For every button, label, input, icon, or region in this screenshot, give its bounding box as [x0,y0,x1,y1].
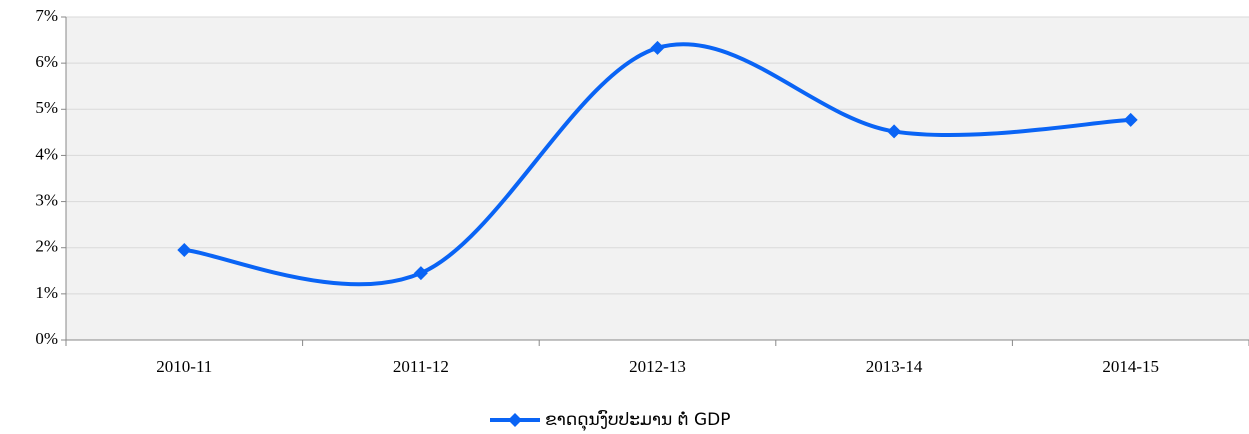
marker [177,243,192,258]
y-tick-label: 6% [35,52,58,71]
marker [413,266,428,281]
plot-area [66,17,1249,340]
marker [650,40,665,55]
y-tick-label: 2% [35,237,58,256]
legend-label: ຂາດດຸນງົບປະມານ ຕໍ່ GDP [545,408,730,432]
y-tick-label: 0% [35,329,58,348]
x-tick-label: 2010-11 [156,357,212,376]
y-tick-label: 4% [35,144,58,163]
y-tick-label: 7% [35,6,58,25]
legend-marker [508,413,522,427]
y-tick-label: 3% [35,190,58,209]
x-tick-label: 2012-13 [629,357,686,376]
x-tick-label: 2011-12 [393,357,449,376]
marker [887,124,902,139]
y-tick-label: 1% [35,283,58,302]
x-tick-label: 2013-14 [866,357,923,376]
y-tick-label: 5% [35,98,58,117]
x-tick-label: 2014-15 [1102,357,1159,376]
marker [1123,112,1138,127]
